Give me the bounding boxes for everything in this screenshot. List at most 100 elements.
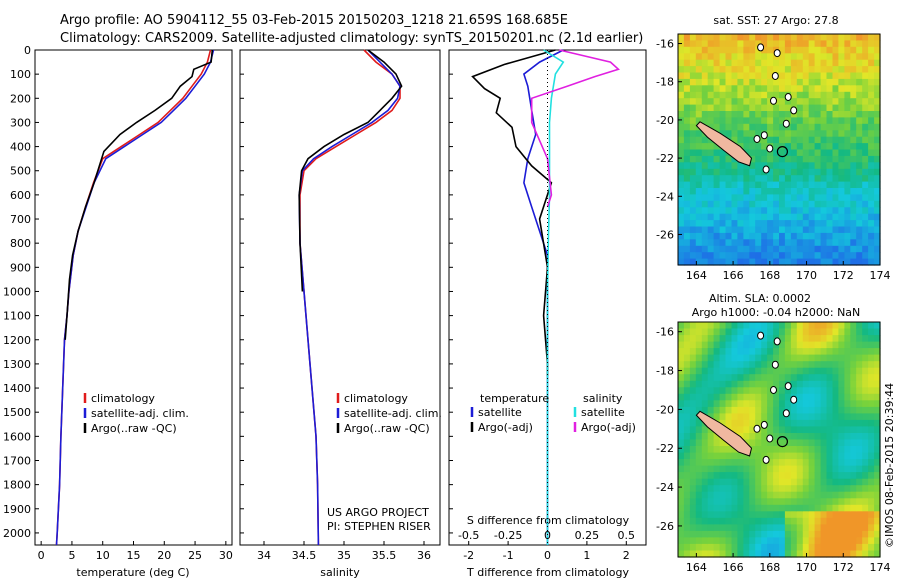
sla-map-cell: [856, 439, 863, 447]
sla-map-cell: [790, 322, 798, 330]
sla-map-cell: [862, 459, 869, 467]
sst-map-cell: [874, 155, 881, 163]
sla-map-cell: [796, 498, 804, 506]
sst-map-cell: [850, 162, 857, 170]
sst-map-cell: [767, 232, 774, 240]
sst-map-cell: [761, 136, 768, 144]
sst-map-cell: [868, 111, 875, 118]
sst-map-cell: [856, 149, 863, 157]
sla-map-cell: [802, 433, 810, 441]
sla-map-cell: [689, 374, 697, 382]
sla-map-cell: [832, 465, 839, 473]
sst-map-cell: [773, 220, 780, 228]
sst-map-cell: [767, 149, 774, 157]
sst-map-cell: [713, 155, 721, 163]
sst-map-cell: [808, 258, 816, 266]
sla-map-cell: [850, 419, 857, 427]
sla-map-cell: [862, 335, 869, 343]
sla-map-cell: [737, 413, 744, 421]
sla-map-cell: [779, 341, 786, 349]
sla-map-cell: [737, 491, 744, 499]
sst-map-cell: [856, 136, 863, 144]
sst-map-cell: [701, 72, 709, 80]
sst-map-cell: [749, 46, 756, 54]
sst-map-cell: [814, 104, 822, 112]
sst-map-cell: [767, 245, 774, 253]
sst-map-cell: [678, 207, 685, 215]
sla-map-cell: [719, 322, 727, 330]
y-tick-label: 400: [10, 141, 31, 154]
sst-map-cell: [820, 72, 828, 80]
sst-map-cell: [826, 200, 833, 208]
sst-map-cell: [874, 98, 881, 106]
sst-map-lat-label: -18: [656, 76, 674, 89]
sst-map-cell: [761, 200, 768, 208]
sla-map-cell: [868, 400, 875, 408]
sst-map-cell: [755, 220, 762, 228]
sst-map-cell: [737, 162, 744, 170]
sst-map-cell: [773, 252, 780, 260]
x-tick-label: 20: [157, 549, 171, 562]
sst-map-cell: [713, 232, 721, 240]
sla-map-cell: [844, 446, 851, 454]
sla-map-cell: [755, 537, 762, 545]
sla-map-cell: [749, 511, 756, 519]
x-tick-label: 34: [257, 549, 271, 562]
sla-map-cell: [737, 452, 744, 460]
sla-map-cell: [701, 354, 709, 362]
sst-map-cell: [749, 162, 756, 170]
sst-map-cell: [749, 143, 756, 151]
sla-map-cell: [755, 543, 762, 551]
sla-map-cell: [874, 439, 881, 447]
sla-map-cell: [683, 374, 691, 382]
sst-map-cell: [767, 78, 774, 86]
sla-map-cell: [814, 459, 822, 467]
sst-map-islet: [753, 135, 761, 143]
sst-map-cell: [701, 143, 709, 151]
sla-map-cell: [737, 387, 744, 395]
sla-map-cell: [790, 335, 798, 343]
sst-map-cell: [761, 252, 768, 260]
sst-map-cell: [683, 188, 691, 195]
sla-map-cell: [731, 348, 738, 356]
sst-map-cell: [808, 200, 816, 208]
sst-map-cell: [731, 162, 738, 170]
sst-map-cell: [678, 213, 685, 221]
sst-map-cell: [695, 226, 703, 234]
sst-map-island: [695, 121, 753, 167]
sla-map-cell: [719, 348, 727, 356]
sla-map-cell: [874, 400, 881, 408]
sla-map-cell: [683, 380, 691, 388]
sla-map-cell: [713, 517, 721, 525]
sla-map-cell: [725, 491, 732, 499]
sla-map-cell: [731, 367, 738, 375]
sst-map-cell: [838, 85, 845, 93]
sla-map-cell: [808, 498, 816, 506]
sla-map-cell: [683, 439, 691, 447]
sst-map-cell: [725, 91, 732, 99]
sla-map-cell: [844, 328, 851, 336]
x-tick-label: 1: [583, 549, 590, 562]
sla-map-cell: [719, 446, 727, 454]
sla-map-cell: [761, 439, 768, 447]
sla-map-cell: [838, 498, 845, 506]
sla-map-cell: [749, 517, 756, 525]
sla-map-cell: [838, 387, 845, 395]
sla-map-cell: [844, 400, 851, 408]
sla-map-cell: [814, 361, 822, 369]
sst-map-cell: [731, 245, 738, 253]
sst-map-cell: [844, 200, 851, 208]
sla-map-cell: [761, 485, 768, 493]
sla-map-cell: [820, 341, 828, 349]
sst-map-cell: [802, 181, 810, 189]
sst-map-cell: [862, 200, 869, 208]
sst-map-cell: [749, 188, 756, 195]
sst-map-cell: [796, 85, 804, 93]
sla-map-cell: [779, 380, 786, 388]
sla-map-lat-label: -20: [656, 403, 674, 416]
sla-map-cell: [820, 361, 828, 369]
sst-map-cell: [695, 66, 703, 74]
sla-map-cell: [695, 439, 703, 447]
sla-map-cell: [749, 328, 756, 336]
sst-map-lon-label: 168: [759, 269, 780, 282]
